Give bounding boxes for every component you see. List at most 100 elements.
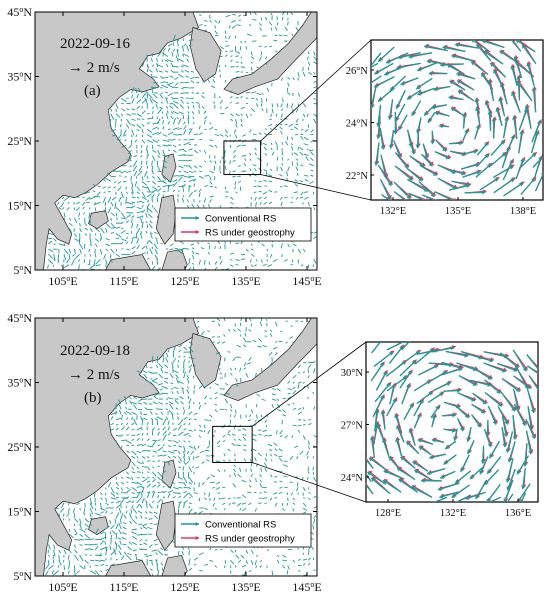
- lon-label: 145oE: [292, 274, 321, 289]
- inset-arrow-pair: [395, 90, 406, 110]
- current-vector: [177, 117, 182, 125]
- current-vector: [146, 144, 148, 151]
- current-vector: [141, 252, 146, 255]
- current-vector: [140, 150, 143, 154]
- current-vector: [146, 491, 151, 498]
- current-vector: [237, 559, 242, 564]
- current-vector: [167, 420, 170, 426]
- inset-arrow-pair: [503, 181, 525, 197]
- current-vector: [173, 369, 179, 374]
- current-vector: [297, 570, 301, 572]
- inset-arrow-pair: [416, 390, 434, 404]
- current-vector: [143, 401, 148, 405]
- current-vector: [209, 547, 212, 551]
- current-vector: [279, 429, 283, 435]
- current-vector: [174, 76, 179, 80]
- current-vector: [157, 481, 161, 484]
- inset-arrow-pair: [455, 405, 471, 419]
- current-vector: [259, 321, 263, 327]
- current-vector: [100, 492, 103, 496]
- inset-arrow-pair: [377, 87, 395, 103]
- inset-arrow-pair: [456, 71, 476, 80]
- current-vector: [155, 237, 158, 240]
- current-vector: [82, 212, 86, 215]
- current-vector: [78, 217, 80, 220]
- current-vector: [313, 92, 317, 95]
- current-vector: [45, 570, 49, 576]
- inset-arrow-pair: [370, 361, 385, 382]
- inset-arrow-pair: [530, 130, 540, 154]
- current-vector: [241, 494, 247, 499]
- inset-lat-label: 24°N: [341, 473, 364, 484]
- current-vector: [157, 454, 163, 457]
- inset-arrow-pair: [431, 413, 437, 428]
- current-vector: [202, 204, 205, 208]
- current-vector: [129, 520, 132, 525]
- current-vector: [172, 117, 176, 125]
- current-vector: [146, 483, 152, 488]
- current-vector: [214, 160, 217, 165]
- current-vector: [167, 445, 172, 447]
- inset-arrow-pair: [411, 100, 422, 117]
- current-vector: [68, 217, 72, 221]
- current-vector: [204, 395, 208, 400]
- current-vector: [147, 445, 154, 448]
- current-vector: [145, 245, 148, 250]
- current-vector: [141, 450, 148, 452]
- inset-arrow-pair: [511, 90, 521, 113]
- current-vector: [235, 76, 239, 78]
- current-vector: [164, 59, 169, 63]
- current-vector: [164, 364, 169, 369]
- current-vector: [223, 357, 226, 362]
- current-vector: [312, 466, 315, 471]
- current-vector: [302, 502, 307, 507]
- current-vector: [183, 359, 186, 363]
- current-vector: [73, 217, 78, 223]
- current-vector: [209, 559, 214, 563]
- current-vector: [284, 259, 288, 262]
- current-vector: [78, 212, 81, 217]
- current-vector: [173, 127, 179, 130]
- current-vector: [306, 56, 309, 60]
- current-vector: [198, 125, 201, 130]
- current-vector: [181, 551, 185, 556]
- current-vector: [132, 508, 138, 514]
- current-vector: [79, 533, 84, 537]
- inset-arrow-pair: [393, 112, 399, 135]
- inset-arrow-pair: [502, 158, 515, 181]
- current-vector: [234, 323, 237, 327]
- current-vector: [162, 144, 169, 147]
- current-vector: [186, 374, 190, 379]
- current-vector: [217, 492, 221, 494]
- current-vector: [280, 113, 283, 118]
- current-vector: [250, 409, 254, 414]
- current-vector: [167, 431, 171, 436]
- current-vector: [246, 33, 252, 37]
- current-vector: [182, 185, 185, 192]
- current-vector: [53, 259, 56, 262]
- current-vector: [123, 551, 127, 556]
- current-vector: [93, 201, 101, 206]
- current-vector: [294, 182, 299, 187]
- current-vector: [76, 502, 80, 506]
- current-vector: [193, 557, 199, 561]
- inset-arrow-pair: [481, 40, 505, 49]
- current-vector: [280, 243, 283, 249]
- current-vector: [291, 161, 294, 166]
- current-vector: [162, 496, 166, 499]
- land-b: [35, 318, 317, 576]
- current-vector: [126, 159, 132, 162]
- current-vector: [199, 170, 202, 173]
- current-vector: [141, 476, 146, 479]
- inset-arrow-pair: [405, 440, 420, 455]
- current-vector: [222, 435, 226, 438]
- current-vector: [157, 427, 160, 431]
- current-vector: [264, 434, 267, 437]
- current-vector: [230, 55, 233, 58]
- current-vector: [208, 204, 211, 208]
- current-vector: [183, 481, 187, 487]
- current-vector: [151, 491, 156, 498]
- current-vector: [313, 406, 316, 410]
- current-vector: [94, 227, 101, 233]
